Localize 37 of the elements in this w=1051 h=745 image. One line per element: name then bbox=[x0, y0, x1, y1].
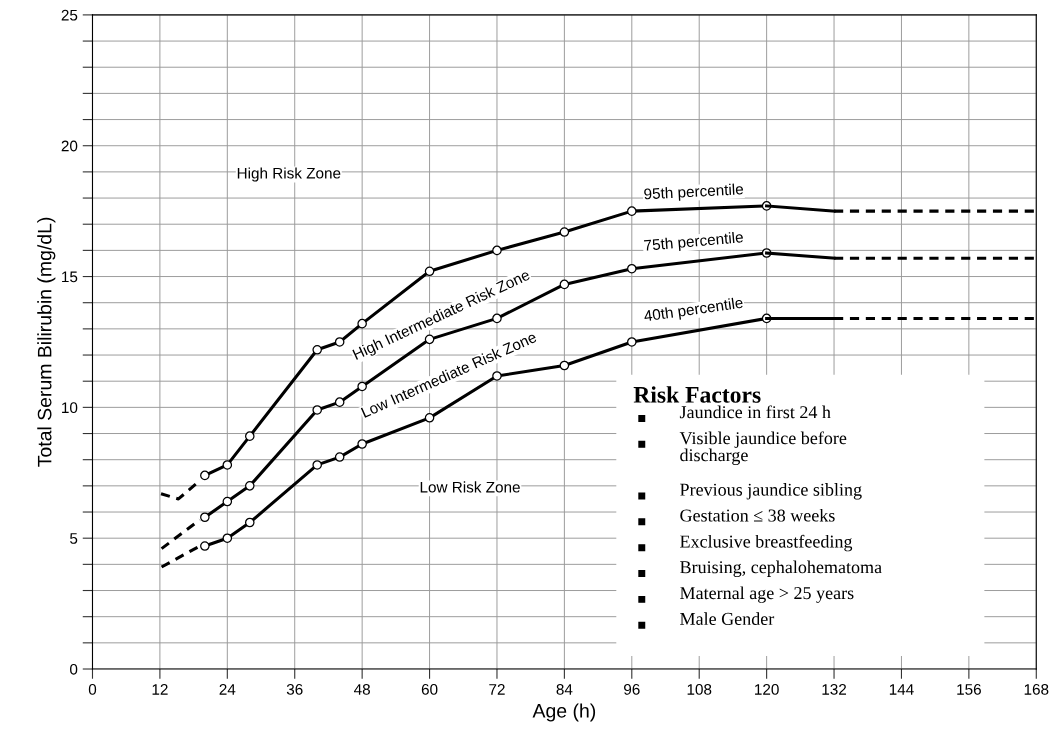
x-tick-label: 132 bbox=[822, 684, 847, 695]
annotation: 40th percentile bbox=[643, 296, 744, 325]
annotation: Risk Factors bbox=[633, 386, 761, 403]
annotation: Gestation ≤ 38 weeks bbox=[680, 508, 835, 522]
x-tick-label: 72 bbox=[489, 684, 505, 695]
x-tick-label: 24 bbox=[219, 684, 236, 695]
y-tick-label: 10 bbox=[62, 402, 78, 414]
annotation: Low Risk Zone bbox=[420, 481, 520, 493]
annotation: Visible jaundice before discharge bbox=[679, 431, 847, 466]
annotation: 75th percentile bbox=[643, 231, 744, 254]
y-tick-label: 5 bbox=[70, 533, 78, 544]
y-tick-label: 25 bbox=[61, 9, 78, 21]
x-tick-label: 36 bbox=[286, 684, 303, 695]
x-tick-label: 60 bbox=[421, 684, 438, 695]
x-tick-label: 48 bbox=[354, 684, 370, 695]
y-axis-title: Total Serum Bilirubin (mg/dL) bbox=[37, 217, 56, 467]
annotation: Jaundice in first 24 h bbox=[679, 405, 831, 419]
annotation: High Risk Zone bbox=[237, 167, 341, 182]
annotation: 95th percentile bbox=[643, 183, 744, 203]
x-tick-label: 120 bbox=[755, 684, 779, 695]
y-tick-label: 20 bbox=[61, 140, 78, 152]
x-tick-label: 144 bbox=[889, 684, 914, 695]
x-tick-label: 0 bbox=[88, 684, 97, 695]
y-tick-label: 0 bbox=[70, 663, 78, 675]
x-tick-label: 84 bbox=[556, 684, 573, 695]
annotation: Previous jaundice sibling bbox=[680, 483, 862, 500]
x-axis-title: Age (h) bbox=[532, 703, 596, 722]
y-tick-label: 15 bbox=[62, 271, 78, 283]
x-tick-label: 96 bbox=[624, 684, 640, 695]
annotation: Bruising, cephalohematoma bbox=[680, 560, 882, 578]
x-tick-label: 12 bbox=[152, 684, 168, 695]
annotation: Exclusive breastfeeding bbox=[680, 534, 853, 552]
annotation: Maternal age > 25 years bbox=[680, 586, 854, 603]
x-tick-label: 156 bbox=[957, 684, 981, 695]
x-tick-label: 168 bbox=[1024, 684, 1049, 695]
x-tick-label: 108 bbox=[687, 684, 712, 695]
annotation: Male Gender bbox=[680, 612, 775, 625]
